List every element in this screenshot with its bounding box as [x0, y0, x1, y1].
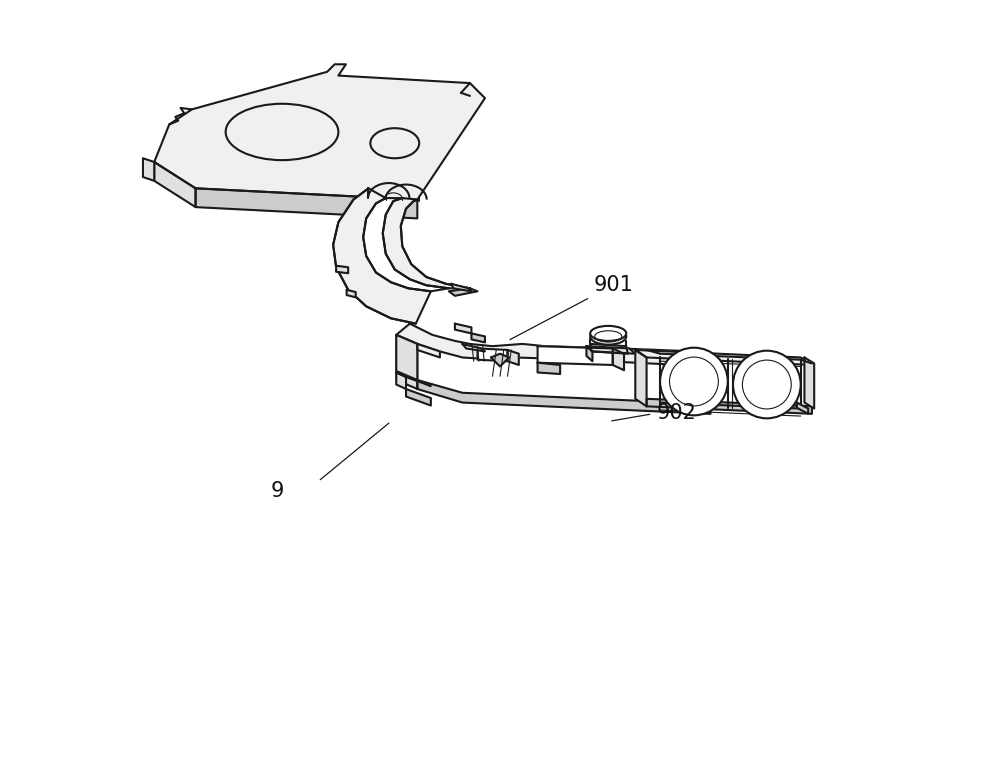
Polygon shape: [455, 324, 471, 334]
Polygon shape: [196, 188, 417, 218]
Polygon shape: [143, 158, 154, 181]
Ellipse shape: [733, 350, 801, 418]
Polygon shape: [635, 350, 812, 365]
Polygon shape: [383, 198, 470, 288]
Polygon shape: [613, 348, 624, 370]
Polygon shape: [586, 346, 592, 361]
Polygon shape: [477, 348, 508, 361]
Polygon shape: [396, 372, 406, 389]
Polygon shape: [449, 288, 477, 296]
Polygon shape: [797, 403, 808, 414]
Polygon shape: [396, 335, 417, 380]
Polygon shape: [363, 198, 449, 291]
Polygon shape: [333, 188, 431, 324]
Polygon shape: [451, 283, 471, 291]
Polygon shape: [635, 350, 647, 407]
Polygon shape: [538, 346, 613, 365]
Polygon shape: [590, 344, 628, 353]
Polygon shape: [491, 353, 509, 366]
Polygon shape: [647, 399, 812, 414]
Ellipse shape: [590, 328, 626, 345]
Polygon shape: [417, 344, 440, 357]
Ellipse shape: [660, 347, 728, 415]
Polygon shape: [336, 266, 348, 274]
Polygon shape: [417, 380, 710, 414]
Polygon shape: [154, 65, 485, 200]
Polygon shape: [406, 389, 431, 406]
Polygon shape: [508, 350, 519, 365]
Polygon shape: [462, 344, 485, 351]
Polygon shape: [471, 334, 485, 343]
Polygon shape: [538, 363, 560, 374]
Text: 902: 902: [656, 403, 696, 423]
Ellipse shape: [590, 326, 626, 341]
Text: 9: 9: [271, 480, 284, 501]
Polygon shape: [586, 346, 635, 353]
Text: 901: 901: [594, 275, 634, 296]
Polygon shape: [347, 290, 356, 297]
Polygon shape: [154, 162, 196, 207]
Polygon shape: [396, 335, 417, 389]
Polygon shape: [804, 357, 814, 409]
Polygon shape: [396, 324, 718, 366]
Polygon shape: [396, 372, 431, 386]
